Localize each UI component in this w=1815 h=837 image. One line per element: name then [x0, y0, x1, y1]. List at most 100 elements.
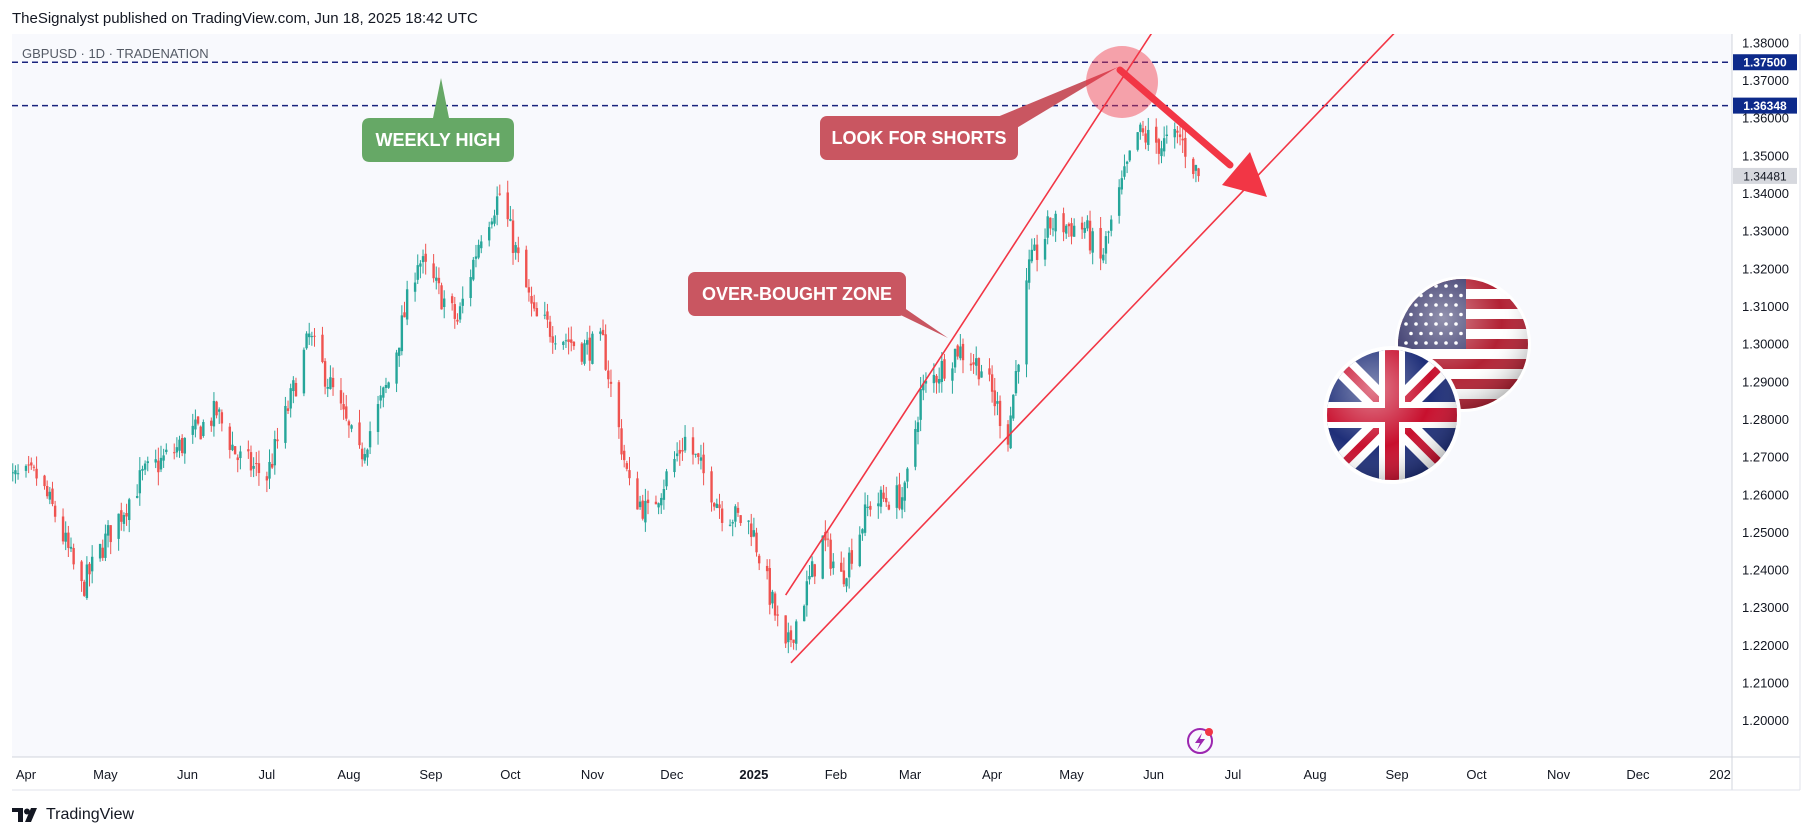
candle-body	[286, 408, 290, 411]
candle-body	[739, 515, 742, 523]
candle-body	[493, 215, 496, 224]
candle-body	[1162, 138, 1166, 152]
candle-body	[72, 547, 75, 565]
candle-body	[585, 340, 589, 345]
time-tick-label: Apr	[982, 767, 1003, 782]
candle-body	[636, 478, 639, 510]
candle-body	[956, 345, 959, 357]
candle-body	[212, 400, 216, 427]
candle-body	[617, 382, 621, 428]
time-tick-label: Jul	[1225, 767, 1242, 782]
candle-body	[922, 383, 925, 391]
price-tick-label: 1.23000	[1742, 600, 1789, 615]
candle-body	[437, 277, 441, 284]
candle-body	[141, 468, 144, 471]
channel-lower-line[interactable]	[790, 30, 1397, 664]
candle-body	[845, 578, 848, 587]
candle-body	[882, 492, 885, 499]
candle-body	[1194, 165, 1198, 171]
candle-body	[1080, 222, 1084, 230]
candle-body	[1144, 133, 1147, 143]
candle-body	[308, 333, 311, 338]
price-tick-label: 1.35000	[1742, 148, 1789, 163]
candle-body	[1102, 254, 1105, 261]
candle-body	[570, 339, 573, 343]
channel-upper-line[interactable]	[784, 30, 1154, 596]
candle-body	[567, 339, 570, 342]
weekly-high-callout[interactable]: WEEKLY HIGH	[362, 78, 514, 162]
candle-body	[842, 570, 846, 585]
candle-body	[1025, 280, 1028, 365]
candle-body	[329, 377, 332, 389]
candle-body	[273, 439, 277, 466]
candle-body	[289, 388, 292, 409]
candle-body	[1051, 228, 1055, 230]
lightning-icon[interactable]	[1187, 728, 1213, 754]
candle-body	[1035, 244, 1039, 260]
candle-body	[135, 495, 139, 498]
candle-body	[376, 404, 380, 432]
candle-body	[527, 287, 531, 293]
candle-body	[342, 404, 345, 410]
candle-body	[1125, 161, 1129, 164]
candle-body	[840, 562, 843, 572]
candle-body	[702, 454, 705, 474]
candle-body	[413, 282, 417, 292]
candle-body	[914, 428, 917, 467]
candle-body	[588, 337, 591, 361]
time-tick-label: Jun	[177, 767, 198, 782]
candle-body	[488, 227, 491, 241]
level-price-badge	[1733, 97, 1797, 114]
candle-body	[323, 361, 327, 387]
candle-body	[530, 295, 533, 304]
overbought-callout[interactable]: OVER-BOUGHT ZONE	[688, 272, 948, 338]
candle-body	[826, 538, 830, 540]
candle-body	[64, 532, 67, 542]
candle-body	[178, 439, 181, 451]
candle-body	[461, 298, 464, 306]
look-for-shorts-callout[interactable]: LOOK FOR SHORTS	[820, 67, 1118, 160]
candle-body	[710, 471, 713, 503]
publish-header: TheSignalyst published on TradingView.co…	[12, 10, 478, 27]
tradingview-footer[interactable]: TradingView	[12, 806, 134, 824]
candle-body	[622, 450, 626, 461]
candle-body	[249, 452, 253, 471]
candle-body	[6, 477, 8, 494]
candle-body	[1181, 138, 1184, 141]
candle-body	[863, 504, 867, 533]
candle-body	[638, 501, 642, 508]
candle-body	[728, 524, 732, 526]
time-axis[interactable]: Apr May Jun Jul Aug Sep Oct Nov Dec 2025 Feb Mar Apr…	[16, 767, 1731, 782]
candle-body	[662, 489, 666, 500]
candle-body	[101, 547, 104, 558]
candle-body	[1091, 231, 1094, 253]
candle-body	[757, 555, 761, 564]
candle-body	[1184, 137, 1187, 157]
candle-body	[175, 447, 179, 453]
candle-body	[51, 488, 54, 505]
arrow-down-right-icon	[1116, 66, 1267, 197]
candle-body	[959, 346, 962, 359]
time-tick-label: Dec	[660, 767, 684, 782]
candle-body	[210, 420, 213, 426]
candle-body	[1165, 134, 1169, 136]
candle-body	[551, 336, 554, 343]
time-tick-label: Mar	[899, 767, 922, 782]
price-tick-label: 1.33000	[1742, 224, 1789, 239]
candle-body	[535, 308, 539, 317]
candle-body	[940, 360, 944, 383]
candle-body	[1173, 129, 1176, 138]
symbol-legend[interactable]: GBPUSD · 1D · TRADENATION	[22, 46, 209, 61]
candle-body	[554, 343, 557, 345]
candle-body	[331, 377, 335, 388]
candle-body	[231, 444, 234, 451]
price-axis[interactable]: 1.38000 1.37000 1.36000 1.35000 1.34000 1.330…	[1742, 35, 1789, 728]
candle-body	[360, 448, 364, 460]
time-tick-label: Nov	[581, 767, 605, 782]
price-tick-label: 1.32000	[1742, 261, 1789, 276]
candle-body	[509, 219, 512, 221]
candle-body	[924, 380, 928, 384]
candle-body	[752, 530, 756, 537]
candle-body	[1123, 166, 1126, 177]
